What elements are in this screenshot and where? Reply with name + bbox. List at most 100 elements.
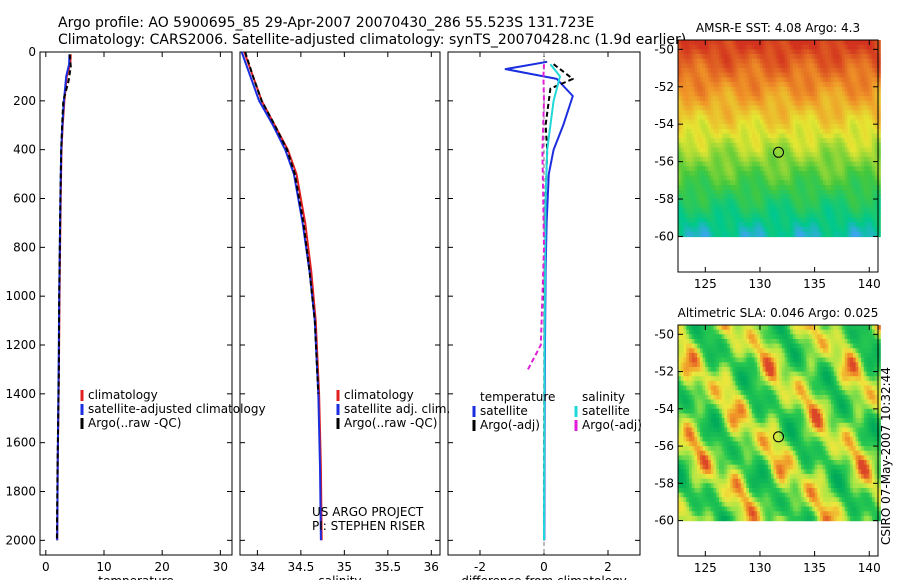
altimetric-cell (820, 371, 824, 377)
amsre-cell (760, 72, 764, 78)
altimetric-cell (850, 422, 854, 429)
amsre-cell (713, 44, 717, 50)
amsre-cell (691, 142, 695, 149)
amsre-cell (735, 119, 739, 125)
altimetric-cell (822, 352, 827, 359)
amsre-cell (746, 156, 750, 163)
amsre-cell (872, 68, 876, 74)
amsre-cell (869, 180, 873, 186)
altimetric-cell (801, 418, 805, 424)
amsre-cell (694, 133, 698, 139)
altimetric-cell (702, 413, 706, 419)
altimetric-cell (863, 380, 868, 387)
amsre-cell (686, 44, 690, 50)
altimetric-cell (678, 348, 682, 354)
amsre-cell (708, 77, 712, 83)
panel-difference: -202difference from climatologytemperatu… (447, 51, 642, 580)
amsre-cell (866, 147, 870, 153)
amsre-cell (869, 68, 873, 74)
temperature-x-tick-label: 0 (42, 560, 50, 574)
amsre-cell (801, 86, 805, 93)
amsre-cell (792, 54, 797, 60)
amsre-cell (702, 203, 706, 209)
amsre-cell (874, 58, 878, 64)
amsre-cell (820, 171, 824, 177)
amsre-cell (751, 44, 756, 50)
amsre-cell (727, 203, 731, 209)
amsre-cell (874, 77, 878, 83)
altimetric-cell (729, 418, 734, 424)
amsre-cell (852, 91, 857, 97)
amsre-cell (872, 110, 876, 116)
amsre-cell (740, 203, 745, 209)
altimetric-cell (721, 343, 725, 349)
amsre-cell (779, 161, 783, 167)
altimetric-cell (803, 404, 807, 410)
amsre-cell (792, 231, 797, 238)
amsre-cell (688, 231, 693, 238)
amsre-cell (760, 44, 764, 50)
amsre-cell (817, 86, 821, 93)
amsre-cell (735, 40, 739, 46)
amsre-cell (702, 133, 706, 139)
amsre-cell (863, 171, 868, 177)
altimetric-cell (699, 357, 704, 363)
altimetric-cell (820, 376, 824, 382)
amsre-cell (820, 91, 824, 97)
amsre-cell (874, 166, 878, 172)
altimetric-cell (872, 380, 876, 387)
amsre-cell (784, 217, 788, 223)
altimetric-cell (770, 399, 775, 405)
altimetric-cell (691, 325, 695, 331)
amsre-cell (858, 227, 862, 233)
altimetric-cell (803, 399, 807, 405)
altimetric-cell (803, 366, 807, 373)
amsre-cell (746, 49, 750, 55)
altimetric-cell (716, 394, 720, 401)
amsre-cell (697, 114, 701, 121)
amsre-cell (863, 231, 868, 238)
amsre-cell (773, 105, 777, 111)
amsre-cell (855, 68, 859, 74)
altimetric-cell (691, 366, 695, 373)
amsre-cell (855, 189, 859, 195)
amsre-cell (743, 72, 747, 78)
amsre-cell (828, 86, 832, 93)
amsre-cell (828, 82, 832, 88)
altimetric-cell (833, 413, 837, 419)
altimetric-cell (719, 376, 723, 382)
amsre-cell (705, 54, 709, 60)
amsre-cell (716, 49, 720, 55)
amsre-cell (732, 44, 736, 50)
amsre-cell (686, 133, 690, 139)
amsre-cell (776, 82, 780, 88)
altimetric-cell (749, 329, 753, 335)
amsre-cell (809, 171, 813, 177)
amsre-cell (817, 138, 821, 144)
amsre-cell (757, 231, 761, 238)
amsre-cell (721, 72, 725, 78)
altimetric-cell (688, 413, 693, 419)
amsre-cell (806, 100, 810, 107)
altimetric-cell (710, 376, 715, 382)
amsre-cell (863, 100, 868, 107)
amsre-cell (729, 208, 734, 214)
altimetric-cell (820, 380, 824, 387)
amsre-cell (699, 58, 704, 64)
amsre-cell (836, 49, 840, 55)
amsre-cell (866, 124, 870, 130)
altimetric-cell (869, 339, 873, 345)
amsre-cell (833, 128, 837, 135)
altimetric-cell (852, 418, 857, 424)
altimetric-cell (757, 408, 761, 415)
amsre-cell (768, 44, 772, 50)
amsre-cell (708, 100, 712, 107)
altimetric-cell (811, 404, 816, 410)
amsre-cell (716, 40, 720, 46)
amsre-cell (683, 217, 687, 223)
amsre-cell (825, 96, 829, 102)
amsre-cell (850, 180, 854, 186)
altimetric-cell (702, 348, 706, 354)
altimetric-cell (833, 352, 837, 359)
altimetric-cell (691, 339, 695, 345)
